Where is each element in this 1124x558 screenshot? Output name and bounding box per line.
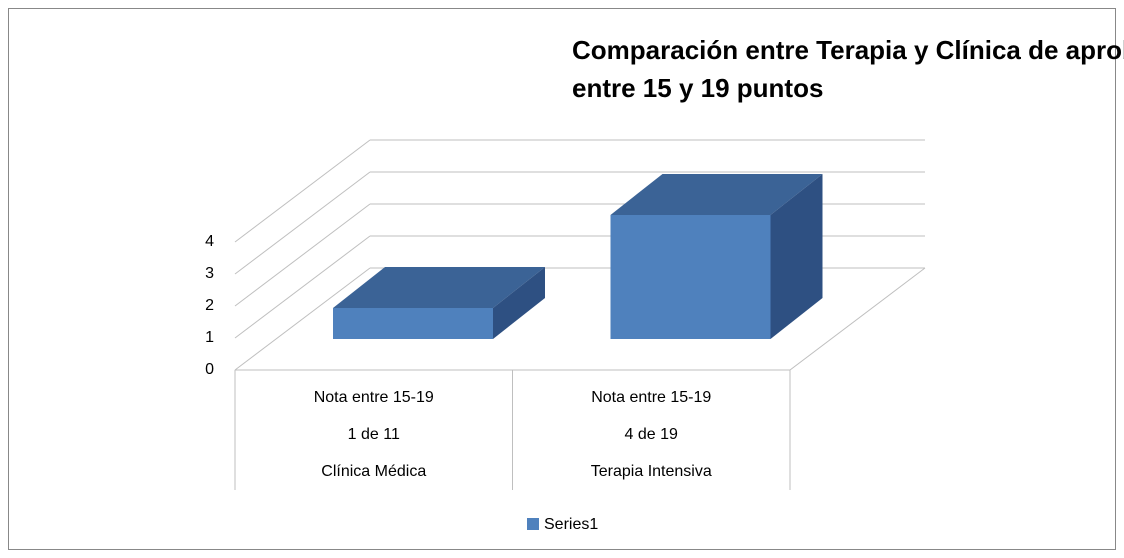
x-tick-label: 1 de 11 xyxy=(348,426,400,443)
x-tick-label: Nota entre 15-19 xyxy=(591,389,711,406)
y-tick-label: 4 xyxy=(205,233,214,250)
bar-side xyxy=(770,174,823,339)
bar-front xyxy=(610,215,771,339)
bar xyxy=(333,267,545,339)
x-tick-label: 4 de 19 xyxy=(625,426,678,443)
x-tick-label: Clínica Médica xyxy=(321,463,426,480)
chart-title: Comparación entre Terapia y Clínica de a… xyxy=(572,35,1124,103)
grid-line xyxy=(234,171,371,275)
bar xyxy=(610,174,823,339)
x-tick-label: Terapia Intensiva xyxy=(591,463,712,480)
grid-line xyxy=(234,203,371,307)
y-tick-label: 1 xyxy=(205,329,214,346)
grid-line xyxy=(234,139,371,243)
y-tick-label: 3 xyxy=(205,265,214,282)
y-tick-label: 2 xyxy=(205,297,214,314)
y-tick-label: 0 xyxy=(205,361,214,378)
grid-line xyxy=(234,235,371,339)
bar-side xyxy=(493,267,545,339)
grid-line xyxy=(234,267,371,371)
x-tick-label: Nota entre 15-19 xyxy=(314,389,434,406)
grid xyxy=(234,139,925,371)
bar-top xyxy=(333,267,545,308)
chart-frame xyxy=(8,8,1116,550)
bar-top xyxy=(610,174,823,215)
bar-front xyxy=(333,308,493,339)
legend-label: Series1 xyxy=(544,516,598,533)
legend-swatch xyxy=(527,518,539,530)
